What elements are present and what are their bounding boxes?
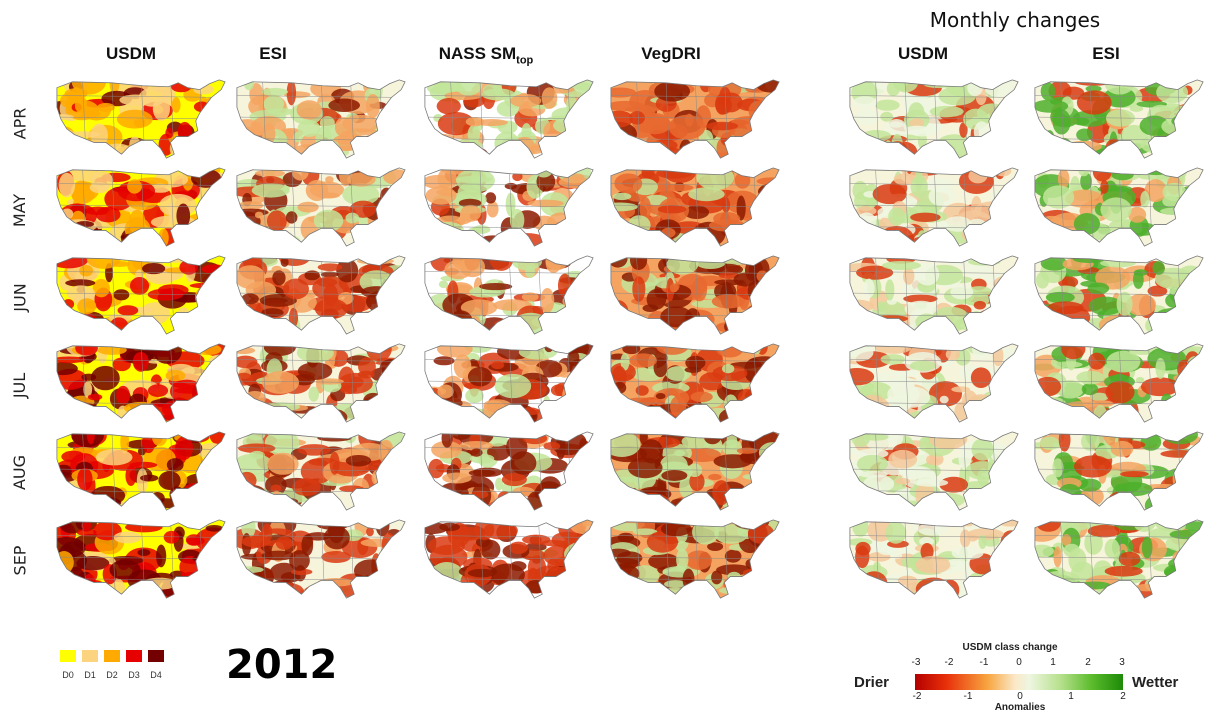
drought-map — [420, 514, 598, 602]
legend-label-d0: D0 — [62, 670, 74, 680]
top-tick: -1 — [979, 657, 989, 668]
top-tick: 1 — [1050, 657, 1056, 668]
column-header-usdm-change: USDM — [897, 44, 949, 63]
drought-map — [1030, 162, 1207, 250]
row-label-sep: SEP — [10, 545, 30, 575]
drought-map — [232, 514, 410, 602]
drought-map — [845, 514, 1023, 602]
change-legend: USDM class change -3 -2 -1 0 1 2 3 -2 -1… — [850, 640, 1190, 715]
row-label-jun: JUN — [10, 282, 30, 312]
drought-map — [52, 74, 230, 162]
drought-map — [845, 74, 1023, 162]
bottom-tick: -2 — [912, 691, 922, 702]
wetter-label: Wetter — [1132, 674, 1179, 691]
change-legend-title: USDM class change — [962, 642, 1058, 653]
legend-swatch-d1 — [82, 650, 98, 662]
top-tick: 2 — [1085, 657, 1091, 668]
drought-map — [845, 338, 1023, 426]
drought-map — [232, 162, 410, 250]
change-color-bar — [915, 674, 1123, 690]
drought-map — [1030, 426, 1207, 514]
drought-map — [606, 250, 784, 338]
legend-label-d2: D2 — [106, 670, 118, 680]
drought-map — [606, 514, 784, 602]
row-label-jul: JUL — [10, 372, 30, 398]
legend-swatch-d2 — [104, 650, 120, 662]
drought-map — [420, 74, 598, 162]
drought-map — [606, 74, 784, 162]
top-tick: -2 — [944, 657, 954, 668]
drought-map — [845, 426, 1023, 514]
legend-label-d4: D4 — [150, 670, 162, 680]
bottom-tick: 0 — [1017, 691, 1023, 702]
column-header-nass-sm: NASS SMtop — [438, 44, 534, 67]
legend-swatch-d3 — [126, 650, 142, 662]
drought-map — [52, 162, 230, 250]
bottom-tick: 2 — [1120, 691, 1126, 702]
drought-map — [232, 338, 410, 426]
drought-map — [232, 426, 410, 514]
drought-map — [52, 426, 230, 514]
drought-map — [420, 338, 598, 426]
drought-map — [420, 162, 598, 250]
legend-label-d3: D3 — [128, 670, 140, 680]
monthly-changes-title: Monthly changes — [929, 8, 1101, 32]
drought-map — [845, 250, 1023, 338]
bottom-tick: -1 — [963, 691, 973, 702]
drought-map — [232, 74, 410, 162]
anomalies-label: Anomalies — [994, 702, 1046, 713]
top-tick: 3 — [1119, 657, 1125, 668]
legend-swatch-d0 — [60, 650, 76, 662]
drought-map — [52, 250, 230, 338]
drought-map — [52, 514, 230, 602]
drought-map — [1030, 514, 1207, 602]
drought-map — [420, 426, 598, 514]
drought-map — [1030, 338, 1207, 426]
drought-map — [232, 250, 410, 338]
top-tick: 0 — [1016, 657, 1022, 668]
year-label: 2012 — [226, 642, 338, 688]
drought-map — [606, 162, 784, 250]
legend-swatch-d4 — [148, 650, 164, 662]
drought-map — [52, 338, 230, 426]
drought-map — [1030, 74, 1207, 162]
bottom-tick: 1 — [1068, 691, 1074, 702]
drought-map — [606, 338, 784, 426]
drier-label: Drier — [854, 674, 890, 691]
row-label-aug: AUG — [10, 454, 30, 490]
column-header-usdm: USDM — [105, 44, 157, 63]
drought-map — [1030, 250, 1207, 338]
row-label-apr: APR — [10, 107, 30, 139]
column-header-vegdri: VegDRI — [641, 44, 701, 63]
top-tick: -3 — [911, 657, 921, 668]
drought-map — [845, 162, 1023, 250]
column-header-esi-change: ESI — [1092, 44, 1120, 63]
drought-map — [420, 250, 598, 338]
drought-map — [606, 426, 784, 514]
column-header-esi: ESI — [259, 44, 287, 63]
legend-label-d1: D1 — [84, 670, 96, 680]
row-label-may: MAY — [10, 193, 30, 227]
